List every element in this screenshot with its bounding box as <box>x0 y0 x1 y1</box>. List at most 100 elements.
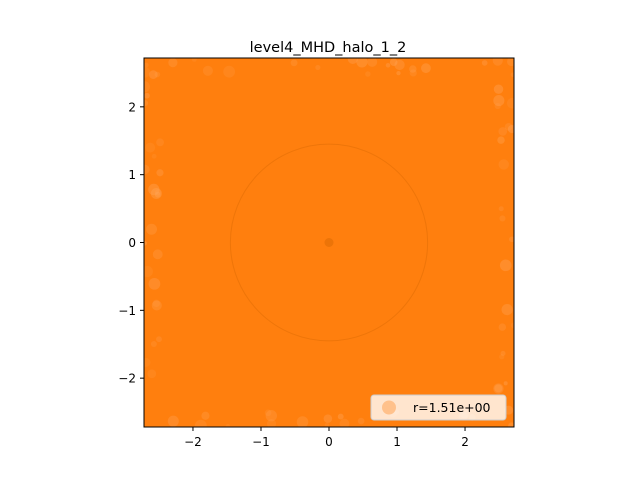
y-tick-label: 2 <box>128 100 136 114</box>
scatter-point <box>154 191 161 198</box>
scatter-point <box>389 58 398 66</box>
scatter-point <box>494 384 503 393</box>
x-tick-label: 2 <box>461 435 469 449</box>
scatter-point <box>356 58 368 68</box>
scatter-point <box>510 72 514 77</box>
scatter-point <box>154 189 161 196</box>
scatter-point <box>324 422 330 427</box>
scatter-point <box>296 416 309 427</box>
scatter-point <box>225 423 231 427</box>
legend-label: r=1.51e+00 <box>413 400 491 415</box>
scatter-point <box>409 65 417 73</box>
scatter-point <box>151 300 162 311</box>
scatter-point <box>498 159 509 170</box>
scatter-point <box>144 265 153 278</box>
y-axis-ticks: −2 −1 0 1 2 <box>118 100 144 386</box>
scatter-point <box>265 410 278 422</box>
plot-area: −2 −1 0 1 2 −2 −1 0 1 2 <box>118 57 515 449</box>
scatter-point <box>148 277 161 290</box>
scatter-point <box>506 97 514 109</box>
scatter-point <box>337 413 344 420</box>
scatter-point <box>509 236 514 243</box>
y-tick-label: 0 <box>128 236 136 250</box>
scatter-point <box>223 65 236 78</box>
scatter-point <box>497 136 505 144</box>
scatter-point <box>144 81 150 93</box>
x-tick-label: −1 <box>252 435 270 449</box>
x-tick-label: 0 <box>325 435 333 449</box>
scatter-point <box>290 59 298 67</box>
radius-circle <box>229 143 429 342</box>
scatter-point <box>499 215 506 222</box>
scatter-point <box>150 341 157 348</box>
scatter-point <box>144 62 149 68</box>
scatter-point <box>167 415 179 427</box>
scatter-point <box>481 60 488 66</box>
scatter-point <box>508 422 514 427</box>
scatter-point <box>150 187 162 200</box>
scatter-point <box>501 303 513 316</box>
scatter-layer <box>144 58 514 427</box>
scatter-point <box>156 138 165 147</box>
scatter-point <box>494 102 501 110</box>
y-tick-label: 1 <box>128 168 136 182</box>
scatter-point <box>503 381 508 386</box>
scatter-point <box>508 422 514 427</box>
scatter-point <box>506 58 514 67</box>
scatter-point <box>498 127 508 136</box>
scatter-point <box>266 419 277 427</box>
scatter-point <box>498 323 507 331</box>
scatter-point <box>409 69 417 77</box>
scatter-point <box>421 63 431 74</box>
scatter-point <box>510 322 514 329</box>
scatter-point <box>493 95 505 107</box>
scatter-point <box>151 153 157 159</box>
scatter-point <box>168 58 178 68</box>
scatter-point <box>148 183 160 196</box>
scatter-point <box>339 418 350 427</box>
scatter-point <box>493 84 504 94</box>
scatter-point <box>385 62 391 68</box>
x-tick-label: −2 <box>184 435 202 449</box>
y-tick-label: −2 <box>118 372 136 386</box>
scatter-point <box>202 65 213 76</box>
x-tick-label: 1 <box>393 435 401 449</box>
legend: r=1.51e+00 <box>370 394 507 421</box>
scatter-point <box>144 66 151 78</box>
scatter-point <box>191 58 197 62</box>
scatter-point <box>500 350 506 356</box>
scatter-point <box>144 99 149 107</box>
scatter-point <box>347 58 358 64</box>
scatter-point <box>367 58 378 67</box>
scatter-point <box>499 354 505 360</box>
scatter-point <box>315 64 321 71</box>
scatter-point <box>498 206 504 212</box>
y-tick-label: −1 <box>118 304 136 318</box>
scatter-point <box>147 369 157 379</box>
scatter-point <box>504 122 513 131</box>
scatter-point <box>507 125 514 134</box>
scatter-point <box>201 411 210 420</box>
scatter-point <box>152 249 163 260</box>
scatter-point <box>156 336 162 343</box>
scatter-point <box>194 419 207 427</box>
scatter-point <box>324 238 334 247</box>
scatter-point <box>154 71 161 78</box>
scatter-point <box>148 70 158 79</box>
scatter-point <box>492 58 503 66</box>
scatter-point <box>499 259 512 272</box>
legend-box <box>370 394 507 421</box>
scatter-point <box>144 92 150 99</box>
scatter-point <box>493 383 504 394</box>
legend-marker <box>382 400 396 415</box>
scatter-point <box>144 240 147 246</box>
x-axis-ticks: −2 −1 0 1 2 <box>184 427 469 449</box>
scatter-point <box>145 142 156 153</box>
scatter-point <box>156 169 164 177</box>
scatter-point <box>144 164 150 175</box>
scatter-point <box>357 417 365 425</box>
scatter-point <box>144 357 151 367</box>
scatter-point <box>394 59 405 71</box>
scatter-point <box>264 409 272 417</box>
